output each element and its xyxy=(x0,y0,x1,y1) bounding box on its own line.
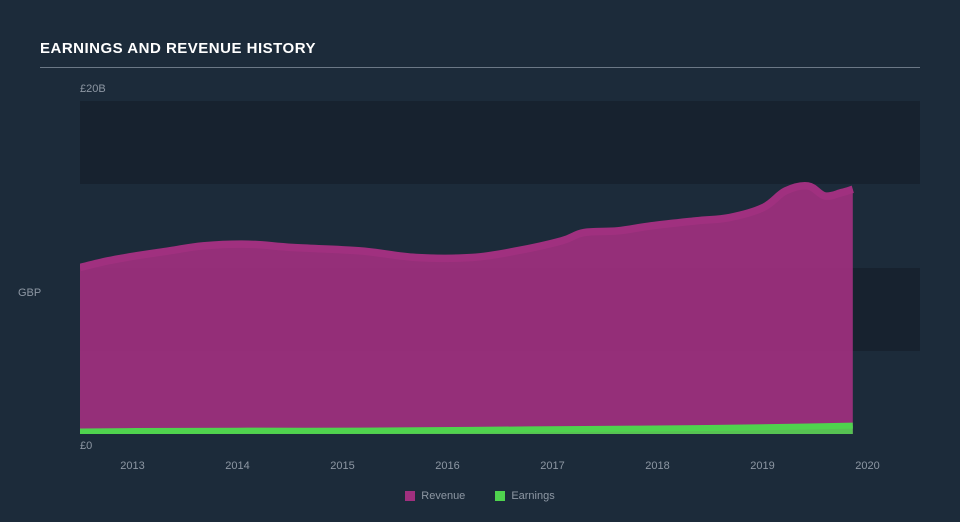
y-tick-bottom: £0 xyxy=(40,440,920,452)
legend-swatch xyxy=(405,491,415,501)
series-area-revenue xyxy=(80,186,853,434)
x-tick-label: 2019 xyxy=(710,460,815,472)
y-axis-currency: GBP xyxy=(18,287,41,299)
x-tick-label: 2015 xyxy=(290,460,395,472)
x-tick-label: 2013 xyxy=(80,460,185,472)
y-tick-top: £20B xyxy=(40,83,920,95)
legend-item: Earnings xyxy=(495,490,554,502)
legend-label: Revenue xyxy=(421,490,465,502)
plot-area xyxy=(80,101,920,434)
legend-item: Revenue xyxy=(405,490,465,502)
legend-label: Earnings xyxy=(511,490,554,502)
x-tick-label: 2014 xyxy=(185,460,290,472)
legend: Revenue Earnings xyxy=(40,490,920,502)
x-axis: 20132014201520162017201820192020 xyxy=(80,460,920,472)
plot-column: £20B £0 20132014201520162017201820192020… xyxy=(40,83,920,502)
x-tick-label: 2017 xyxy=(500,460,605,472)
chart-title: EARNINGS AND REVENUE HISTORY xyxy=(40,40,920,68)
x-tick-label: 2020 xyxy=(815,460,920,472)
chart-wrap: GBP £20B £0 2013201420152016201720182019… xyxy=(40,83,920,502)
legend-swatch xyxy=(495,491,505,501)
chart-svg xyxy=(80,101,920,434)
chart-container: EARNINGS AND REVENUE HISTORY GBP £20B £0… xyxy=(0,0,960,522)
x-tick-label: 2018 xyxy=(605,460,710,472)
x-tick-label: 2016 xyxy=(395,460,500,472)
